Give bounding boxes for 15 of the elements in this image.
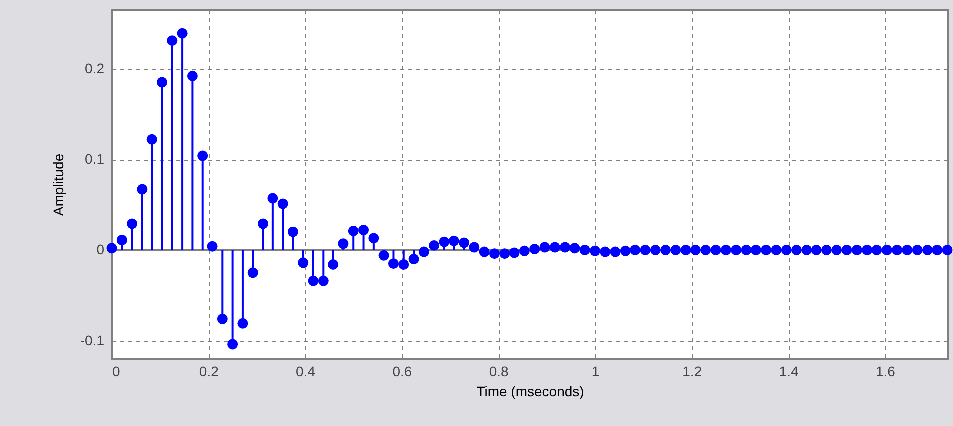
x-tick-label: 0.8 [489,364,510,380]
y-tick-label: -0.1 [80,332,105,348]
x-tick-label: 1.2 [682,364,702,380]
y-tick-label: 0.2 [85,60,105,76]
y-tick-label: 0.1 [85,151,105,168]
x-tick-label: 0.6 [392,364,412,380]
x-axis-title: Time (mseconds) [476,384,584,400]
x-tick-label: 1.6 [876,364,896,380]
y-axis-title: Amplitude [50,154,66,216]
x-tick-label: 0 [112,364,120,380]
x-tick-label: 1 [592,364,600,380]
y-tick-label: 0 [96,242,105,258]
x-tick-label: 0.2 [199,364,220,380]
x-tick-label: 0.4 [296,364,316,380]
x-tick-label: 1.4 [779,364,799,380]
